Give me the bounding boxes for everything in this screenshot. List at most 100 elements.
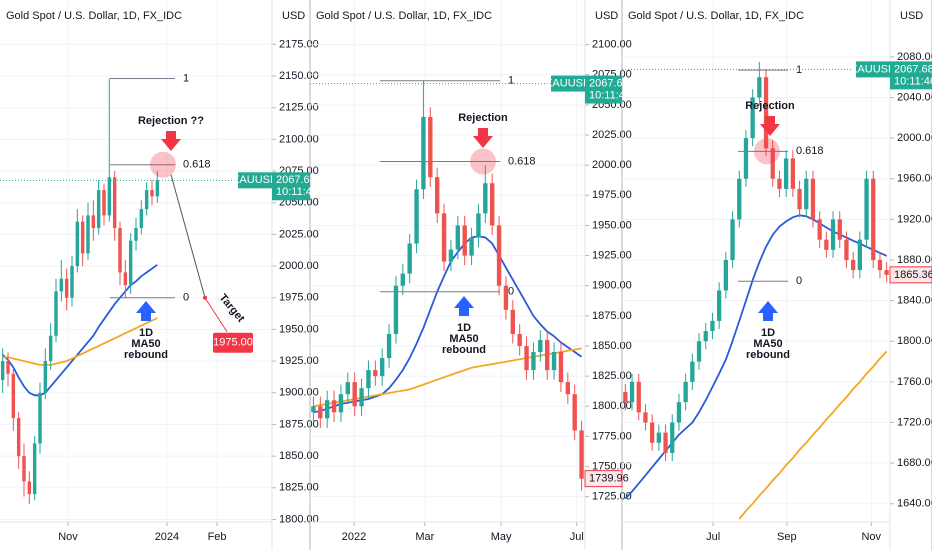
y-tick-label: 1950.00 xyxy=(279,323,319,335)
candle-body xyxy=(414,189,419,244)
candle-body xyxy=(407,243,412,274)
candle-body xyxy=(851,259,856,271)
fib-label: 0.618 xyxy=(796,145,824,157)
candle-body xyxy=(737,178,742,220)
candle-body xyxy=(379,358,385,377)
rejection-label: Rejection xyxy=(745,100,795,112)
candle-body xyxy=(750,97,755,139)
rebound-label: 1D xyxy=(139,327,153,339)
candle-body xyxy=(663,432,668,453)
candle-body xyxy=(0,361,5,381)
candle-body xyxy=(717,290,722,321)
candle-body xyxy=(70,266,74,298)
price-box xyxy=(585,75,622,104)
candle-body xyxy=(38,392,42,444)
rebound-label: MA50 xyxy=(753,338,782,350)
target-connector xyxy=(204,297,228,333)
symbol-label: XAUUSD xyxy=(232,174,278,186)
candle-body xyxy=(59,278,64,292)
fib-label: 1 xyxy=(796,64,802,76)
candle-body xyxy=(64,278,69,298)
candle-body xyxy=(656,432,661,443)
y-tick-label: 2000.00 xyxy=(592,159,632,171)
candle-body xyxy=(538,339,543,353)
y-tick-label: 1975.00 xyxy=(592,189,632,201)
quote-price: 2067.68 xyxy=(894,63,932,75)
candle-body xyxy=(102,190,106,216)
x-tick-label: 2022 xyxy=(342,531,366,543)
candle-body xyxy=(434,177,440,214)
y-tick-label: 1800.00 xyxy=(897,335,932,347)
rebound-arrow xyxy=(758,301,778,321)
moving-average xyxy=(313,347,582,408)
rebound-label: rebound xyxy=(746,349,790,361)
moving-average xyxy=(738,350,888,520)
candle-body xyxy=(150,190,154,197)
candle-body xyxy=(517,333,522,346)
candle-body xyxy=(144,190,149,210)
candle-body xyxy=(503,285,509,310)
currency: USD xyxy=(900,10,923,22)
last-close-box xyxy=(889,266,932,284)
candle-body xyxy=(483,183,488,214)
last-close-label: 1865.36 xyxy=(894,269,932,281)
symbol-label: XAUUSD xyxy=(850,63,896,75)
y-tick-label: 2040.00 xyxy=(897,91,932,103)
candle-body xyxy=(790,158,795,189)
candle-body xyxy=(27,481,32,495)
candle-body xyxy=(871,178,876,260)
candle-body xyxy=(650,422,655,443)
candle-body xyxy=(757,77,762,98)
rejection-arrow xyxy=(473,128,493,148)
y-tick-label: 1800.00 xyxy=(279,513,319,525)
candle-body xyxy=(345,382,351,395)
candle-body xyxy=(112,177,117,229)
candle-body xyxy=(469,237,474,256)
currency: USD xyxy=(595,10,618,22)
candle-body xyxy=(524,345,529,371)
candle-body xyxy=(22,456,26,482)
y-tick-label: 1720.00 xyxy=(897,416,932,428)
symbol-box xyxy=(551,75,585,92)
y-tick-label: 2000.00 xyxy=(897,132,932,144)
symbol-box xyxy=(238,172,272,189)
candle-body xyxy=(844,239,849,260)
quote-price: 2067.68 xyxy=(276,174,316,186)
target-price: 1975.00 xyxy=(213,337,253,349)
candle-body xyxy=(11,373,16,419)
x-tick-label: May xyxy=(491,531,512,543)
y-tick-label: 1875.00 xyxy=(279,418,319,430)
candle-body xyxy=(448,249,454,262)
symbol-label: XAUUSD xyxy=(545,77,591,89)
candle-body xyxy=(579,430,584,479)
moving-average xyxy=(624,214,888,500)
candle-body xyxy=(359,388,364,407)
candle-body xyxy=(770,148,775,179)
candle-body xyxy=(558,352,564,383)
fib-label: 0 xyxy=(796,275,802,287)
candle-body xyxy=(496,225,502,286)
quote-countdown: 10:11:46 xyxy=(589,89,631,101)
rebound-label: 1D xyxy=(457,322,471,334)
x-tick-label: 2024 xyxy=(155,531,179,543)
y-tick-label: 2125.00 xyxy=(279,102,319,114)
candle-body xyxy=(86,215,90,254)
candle-body xyxy=(80,221,85,254)
candle-body xyxy=(817,219,822,240)
quote-countdown: 10:11:46 xyxy=(276,186,318,198)
y-tick-label: 2100.00 xyxy=(592,39,632,51)
candle-body xyxy=(96,190,101,229)
rejection-zone xyxy=(754,138,780,165)
chart-title: Gold Spot / U.S. Dollar, 1D, FX_IDC xyxy=(316,10,492,22)
rebound-label: 1D xyxy=(761,327,775,339)
y-tick-label: 1960.00 xyxy=(897,173,932,185)
target-label: Target xyxy=(216,292,246,325)
rebound-label: rebound xyxy=(124,349,168,361)
candle-body xyxy=(810,178,816,220)
x-tick-label: Jul xyxy=(570,531,584,543)
candle-body xyxy=(804,178,809,210)
fib-label: 1 xyxy=(183,72,189,84)
candle-body xyxy=(797,188,802,210)
candle-body xyxy=(32,443,37,495)
